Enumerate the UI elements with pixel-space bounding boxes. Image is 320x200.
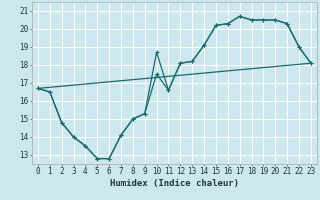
X-axis label: Humidex (Indice chaleur): Humidex (Indice chaleur): [110, 179, 239, 188]
